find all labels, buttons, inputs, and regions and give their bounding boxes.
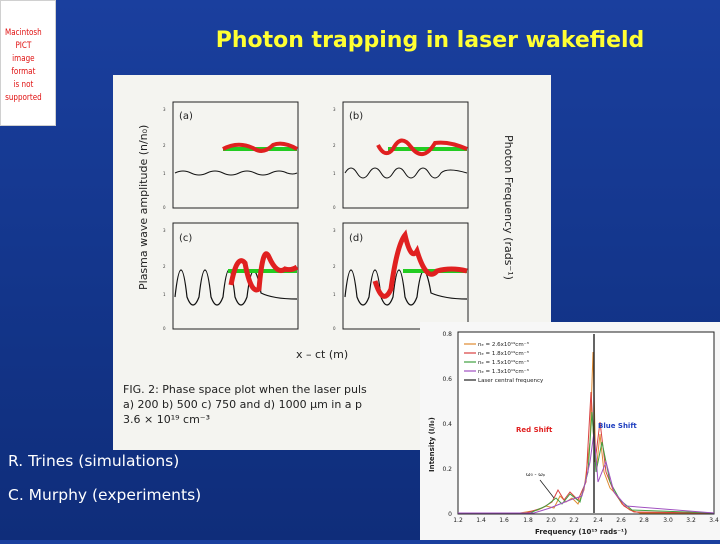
legend-entry: nₑ = 1.5x10¹⁹cm⁻³ (478, 359, 529, 366)
x-tick: 2.4 (593, 517, 603, 524)
x-tick: 3.0 (663, 517, 673, 524)
blue-shift-label: Blue Shift (598, 422, 637, 430)
svg-text:0: 0 (333, 205, 336, 210)
svg-text:2: 2 (163, 143, 166, 148)
y-tick: 0.2 (442, 466, 452, 473)
phase-space-svg: 3 2 1 0 3 2 1 0 3 2 1 0 3 2 1 0 (a) (b) (c) (d) Plas… (123, 101, 515, 426)
y-tick: 0.8 (442, 331, 452, 338)
photon-cloud-b (376, 138, 468, 156)
svg-text:0: 0 (333, 326, 336, 331)
pict-placeholder-text: Macintosh PICT image format is not suppo… (5, 28, 42, 103)
fig1-caption-line-3: 3.6 × 10¹⁹ cm⁻³ (123, 413, 210, 426)
arrow-label: ω₀ - ωₚ (526, 472, 546, 478)
y-tick: 0.6 (442, 376, 452, 383)
svg-text:1: 1 (163, 292, 166, 297)
photon-cloud-a (222, 141, 298, 153)
photon-cloud-c (228, 251, 299, 293)
x-tick: 3.4 (709, 517, 719, 524)
fig1-caption-line-1: FIG. 2: Phase space plot when the laser … (123, 383, 367, 396)
svg-text:3: 3 (163, 107, 166, 112)
wake-curve-c (174, 269, 298, 306)
panel-c-frame (172, 222, 299, 330)
svg-text:2: 2 (333, 264, 336, 269)
panel-a-label: (a) (179, 111, 193, 122)
fig1-ylabel: Plasma wave amplitude (n/n₀) (137, 125, 150, 290)
spectrum-frame (457, 331, 715, 515)
svg-text:1: 1 (163, 171, 166, 176)
photon-cloud-d (372, 229, 468, 299)
spectrum-figure: 0.8 0.6 0.4 0.2 0 1.2 1.4 1.6 1.8 2.0 2.… (420, 322, 720, 540)
x-tick: 1.8 (523, 517, 533, 524)
svg-text:2: 2 (333, 143, 336, 148)
arrow-icon (539, 479, 555, 499)
panel-d-frame (342, 222, 469, 330)
svg-text:3: 3 (333, 228, 336, 233)
x-tick: 1.2 (453, 517, 463, 524)
fig1-xlabel: x – ct (m) (296, 348, 348, 361)
x-tick: 1.6 (499, 517, 509, 524)
svg-text:0: 0 (163, 326, 166, 331)
panel-a-frame (172, 101, 299, 209)
x-tick: 2.6 (616, 517, 626, 524)
spectrum-curve-4 (458, 431, 715, 514)
credit-simulations: R. Trines (simulations) (8, 452, 180, 470)
svg-text:0: 0 (163, 205, 166, 210)
x-tick: 2.2 (569, 517, 579, 524)
fig2-xlabel: Frequency (10¹⁵ rads⁻¹) (535, 528, 627, 536)
legend-entry: Laser central frequency (478, 378, 544, 384)
y-tick: 0.4 (442, 421, 452, 428)
wake-curve-a (174, 170, 298, 176)
fig1-caption-line-2: a) 200 b) 500 c) 750 and d) 1000 μm in a… (123, 398, 362, 411)
legend-entry: nₑ = 1.3x10¹⁹cm⁻³ (478, 368, 529, 375)
y-tick: 0 (448, 511, 452, 518)
x-tick: 1.4 (476, 517, 486, 524)
fig2-ylabel: Intensity (I/I₀) (428, 417, 436, 472)
x-tick: 2.8 (639, 517, 649, 524)
svg-text:1: 1 (333, 292, 336, 297)
svg-text:2: 2 (163, 264, 166, 269)
spectrum-svg: 0.8 0.6 0.4 0.2 0 1.2 1.4 1.6 1.8 2.0 2.… (428, 331, 719, 536)
x-tick: 3.2 (686, 517, 696, 524)
red-shift-label: Red Shift (516, 426, 553, 434)
panel-b-frame (342, 101, 469, 209)
panel-b-label: (b) (349, 111, 363, 122)
slide-title: Photon trapping in laser wakefield (215, 28, 645, 53)
wake-curve-b (344, 167, 468, 179)
x-tick: 2.0 (546, 517, 556, 524)
panel-c-label: (c) (179, 233, 192, 244)
svg-text:1: 1 (333, 171, 336, 176)
legend-entry: nₑ = 1.8x10¹⁹cm⁻³ (478, 350, 529, 357)
phase-space-figure: 3 2 1 0 3 2 1 0 3 2 1 0 3 2 1 0 (a) (b) (c) (d) Plas… (113, 75, 551, 450)
svg-text:3: 3 (163, 228, 166, 233)
legend-entry: nₑ = 2.6x10¹⁹cm⁻³ (478, 341, 529, 348)
credit-experiments: C. Murphy (experiments) (8, 486, 202, 504)
fig1-y2label: Photon Frequency (rads⁻¹) (502, 135, 515, 280)
svg-text:3: 3 (333, 107, 336, 112)
wake-curve-d (344, 269, 468, 306)
pict-placeholder: Macintosh PICT image format is not suppo… (0, 0, 56, 126)
panel-d-label: (d) (349, 233, 363, 244)
